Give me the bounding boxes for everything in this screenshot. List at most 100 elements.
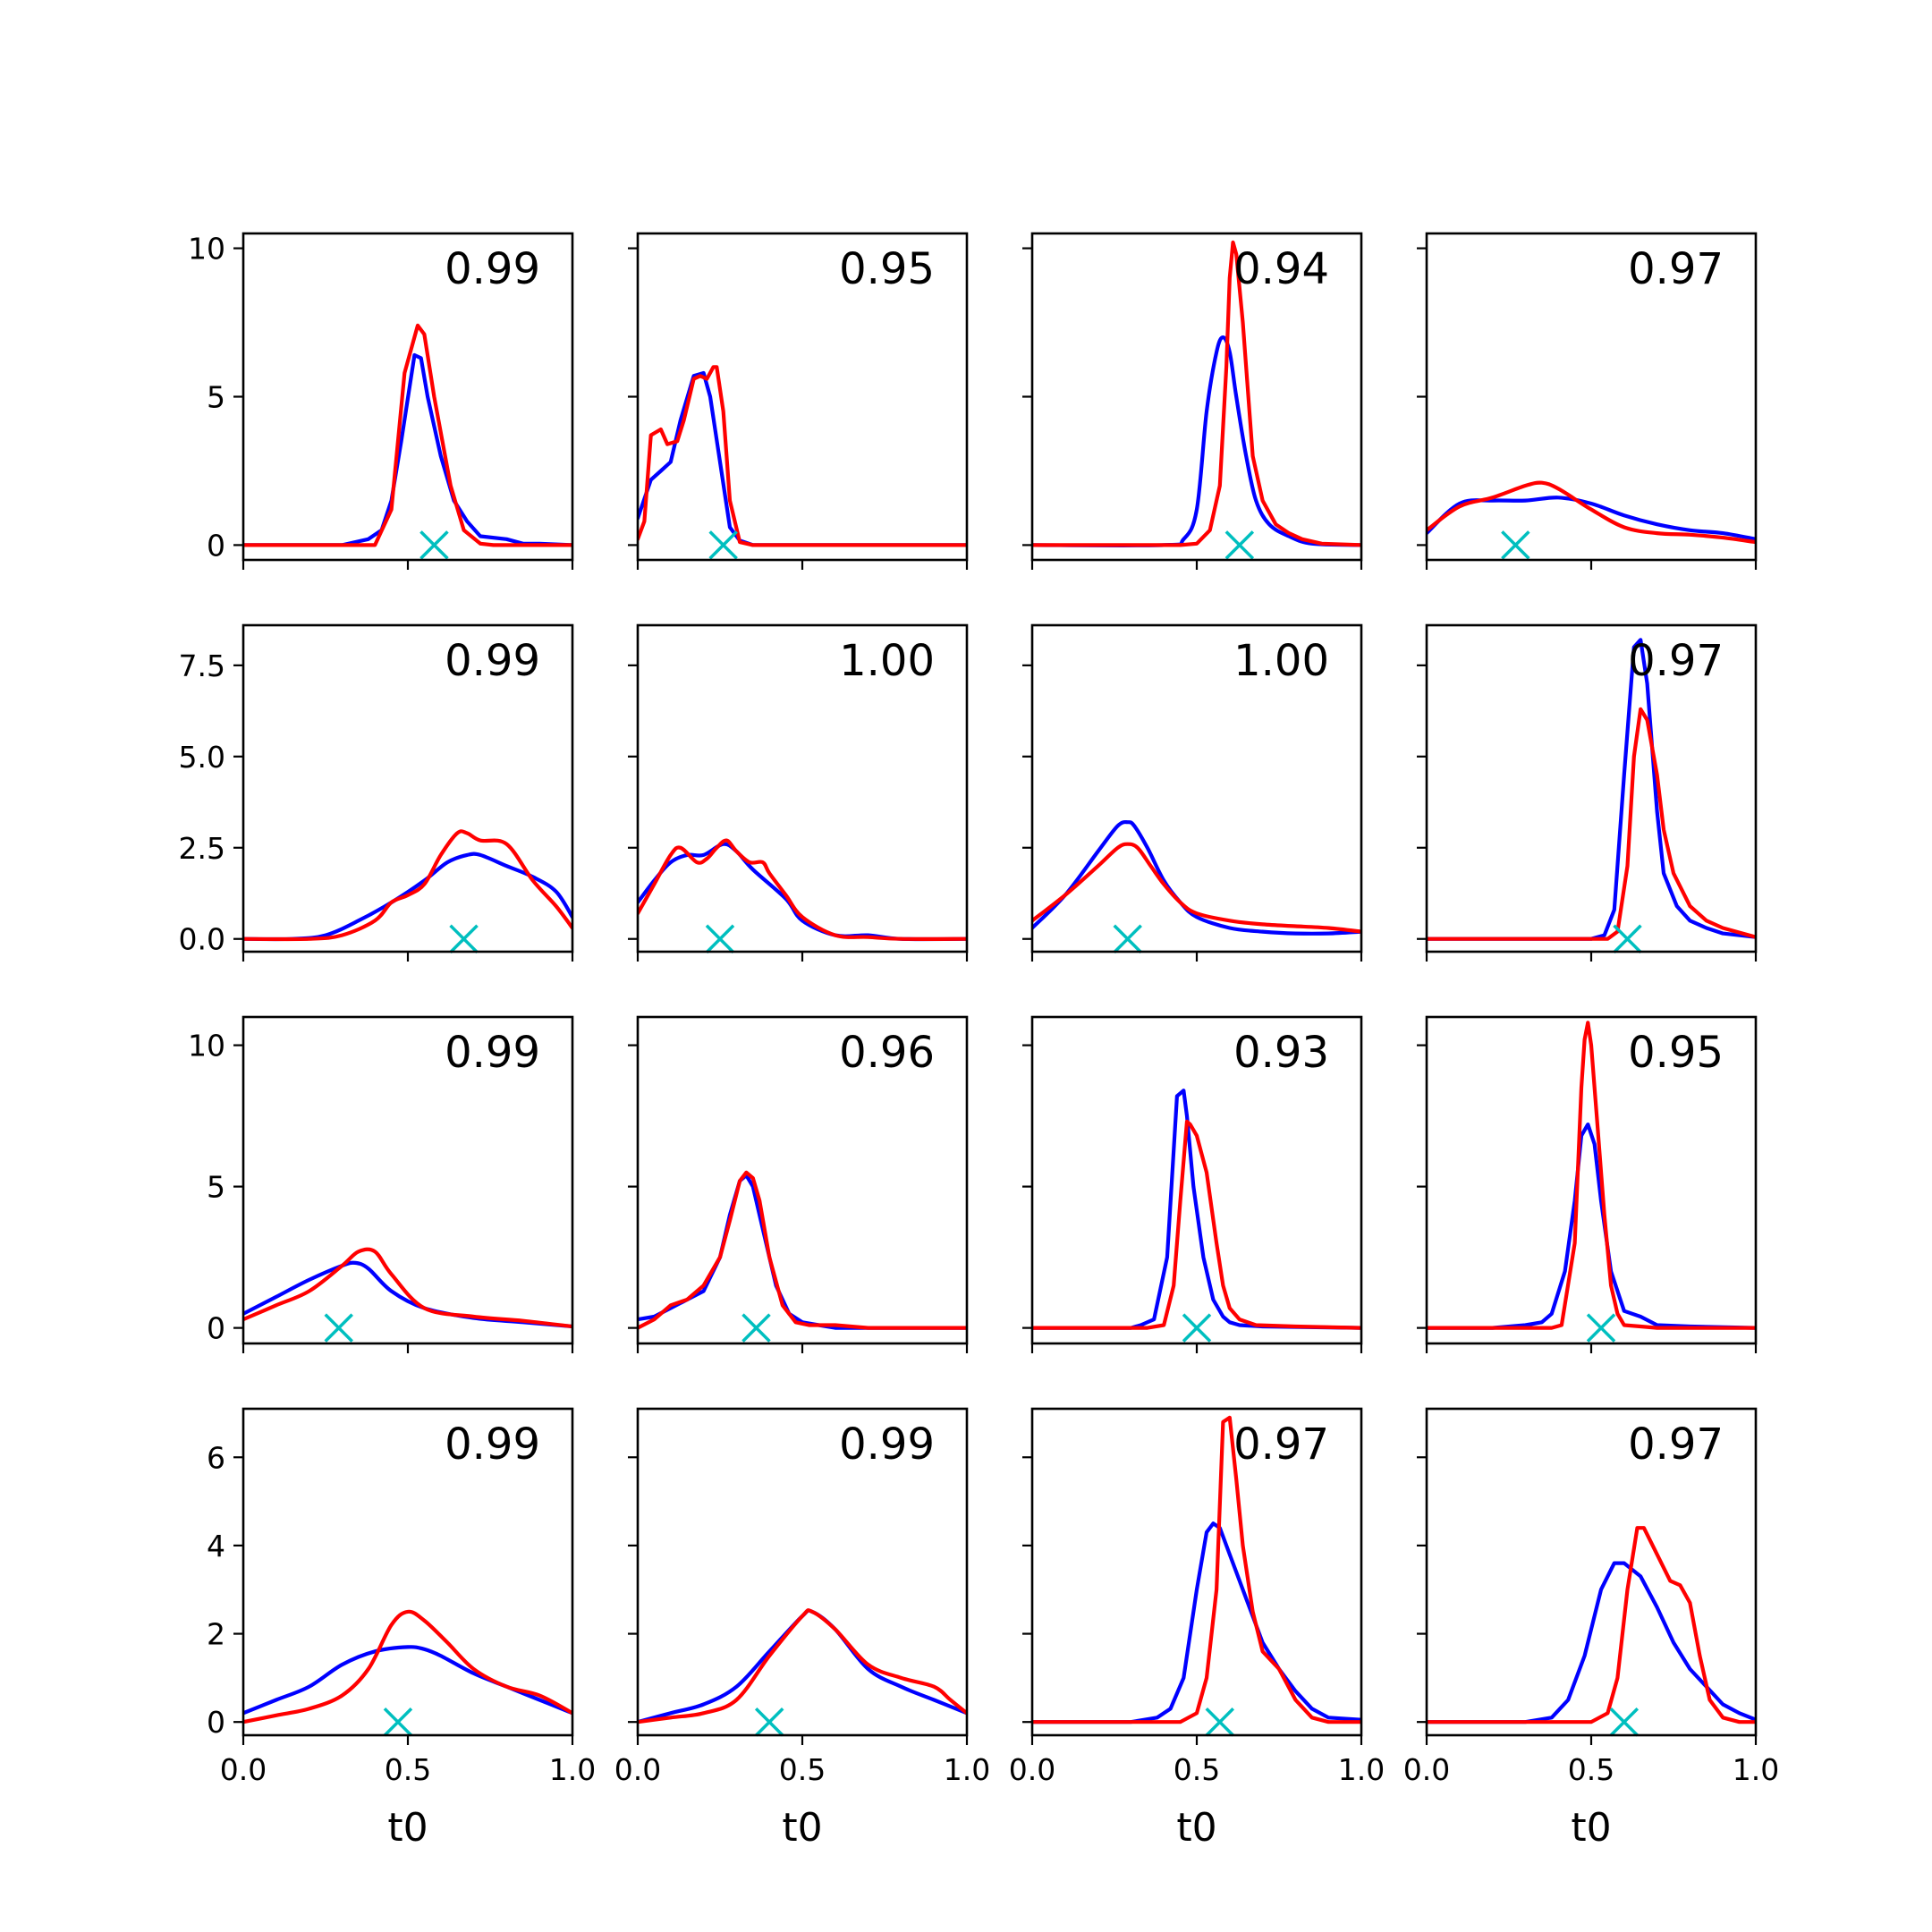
series-line-red [1427, 480, 1756, 545]
series-line-red [638, 1170, 967, 1330]
y-tick-label: 5 [207, 380, 225, 415]
subplot-r4-c4: 0.0 0.5 1.0 t0 0.97 [1403, 1407, 1779, 1851]
y-tick-label: 5 [207, 1170, 225, 1205]
series-line-red [1032, 240, 1361, 547]
panel-value-label: 1.00 [839, 636, 935, 686]
subplot-r3-c4: 0.95 [1417, 1015, 1758, 1353]
series-line-red [243, 1609, 572, 1724]
panel-value-label: 0.99 [839, 1419, 935, 1470]
series-line-blue [243, 852, 572, 942]
x-marker [1224, 530, 1255, 560]
panel-value-label: 1.00 [1233, 636, 1329, 686]
series-line-blue [1032, 335, 1361, 547]
series-line-red [243, 829, 572, 942]
x-tick-label: 1.0 [944, 1752, 990, 1787]
series-line-red [1032, 1415, 1361, 1724]
series-line-blue [243, 1645, 572, 1716]
series-line-blue [1032, 819, 1361, 936]
y-tick-label: 7.5 [179, 648, 225, 683]
x-axis-label: t0 [782, 1805, 822, 1851]
series-line-blue [1427, 1123, 1756, 1330]
subplot-r2-c3: 1.00 [1022, 623, 1363, 962]
subplot-r1-c1: 0 5 10 0.99 [188, 232, 574, 570]
series-line-blue [1032, 1089, 1361, 1330]
series-line-red [638, 838, 967, 941]
x-tick-label: 0.0 [1403, 1752, 1450, 1787]
x-tick-label: 0.5 [1174, 1752, 1220, 1787]
panel-value-label: 0.99 [445, 1028, 540, 1078]
panel-value-label: 0.99 [445, 636, 540, 686]
subplot-r3-c1: 0 5 10 0.99 [188, 1015, 574, 1353]
series-line-red [1032, 1119, 1361, 1330]
y-tick-label: 2 [207, 1617, 225, 1652]
x-marker [754, 1707, 784, 1737]
y-tick-label: 10 [188, 232, 225, 267]
panel-value-label: 0.97 [1628, 1419, 1724, 1470]
x-marker [324, 1313, 353, 1343]
panel-value-label: 0.99 [445, 1419, 540, 1470]
subplot-r1-c4: 0.97 [1417, 232, 1758, 570]
y-tick-label: 0 [207, 1705, 225, 1740]
y-tick-label: 4 [207, 1529, 225, 1563]
x-marker [1182, 1313, 1212, 1343]
x-marker [1113, 924, 1142, 953]
x-marker [1586, 1313, 1616, 1343]
series-line-blue [638, 842, 967, 942]
x-tick-label: 0.5 [1568, 1752, 1614, 1787]
subplot-r4-c1: 0 2 4 6 0.0 0.5 1.0 t0 0.99 [207, 1407, 596, 1851]
panel-value-label: 0.97 [1233, 1419, 1329, 1470]
panel-value-label: 0.97 [1628, 636, 1724, 686]
series-line-red [1427, 1526, 1756, 1724]
x-marker [741, 1313, 771, 1343]
y-tick-label: 5.0 [179, 740, 225, 775]
x-tick-label: 0.0 [1009, 1752, 1055, 1787]
subplot-r2-c2: 1.00 [628, 623, 969, 962]
panel-value-label: 0.95 [1628, 1028, 1724, 1078]
series-line-blue [1427, 638, 1756, 941]
series-line-red [1427, 1021, 1756, 1330]
x-marker [419, 530, 449, 560]
series-line-blue [1032, 1521, 1361, 1724]
series-line-blue [638, 1173, 967, 1330]
panel-value-label: 0.97 [1628, 244, 1724, 294]
x-marker [383, 1707, 413, 1737]
series-line-blue [638, 1608, 967, 1724]
x-marker [1613, 924, 1642, 953]
series-line-red [1032, 842, 1361, 934]
x-marker [1609, 1707, 1640, 1737]
series-line-red [638, 365, 967, 547]
y-tick-label: 2.5 [179, 831, 225, 866]
x-axis-label: t0 [1571, 1805, 1611, 1851]
y-tick-label: 0 [207, 528, 225, 563]
x-marker [705, 924, 735, 953]
y-tick-label: 6 [207, 1440, 225, 1475]
x-marker [1205, 1707, 1234, 1737]
panel-value-label: 0.96 [839, 1028, 935, 1078]
y-tick-label: 0.0 [179, 922, 225, 957]
x-axis-label: t0 [1176, 1805, 1216, 1851]
subplot-r1-c3: 0.94 [1022, 232, 1363, 570]
x-axis-label: t0 [387, 1805, 428, 1851]
subplot-r4-c2: 0.0 0.5 1.0 t0 0.99 [614, 1407, 990, 1851]
series-line-red [243, 1247, 572, 1329]
series-line-red [1427, 707, 1756, 941]
x-tick-label: 0.5 [385, 1752, 431, 1787]
x-tick-label: 0.5 [779, 1752, 826, 1787]
series-line-blue [243, 352, 572, 547]
x-tick-label: 1.0 [1733, 1752, 1779, 1787]
panel-value-label: 0.95 [839, 244, 935, 294]
subplot-r1-c2: 0.95 [628, 232, 969, 570]
series-line-red [638, 1608, 967, 1724]
x-marker [1501, 530, 1530, 560]
series-line-red [243, 323, 572, 547]
series-line-blue [1427, 1561, 1756, 1724]
x-tick-label: 0.0 [614, 1752, 661, 1787]
x-marker [708, 530, 738, 560]
subplot-r3-c3: 0.93 [1022, 1015, 1363, 1353]
subplot-r2-c1: 0.0 2.5 5.0 7.5 0.99 [179, 623, 574, 962]
subplot-r4-c3: 0.0 0.5 1.0 t0 0.97 [1009, 1407, 1385, 1851]
subplot-r3-c2: 0.96 [628, 1015, 969, 1353]
x-tick-label: 1.0 [549, 1752, 596, 1787]
y-tick-label: 10 [188, 1029, 225, 1063]
